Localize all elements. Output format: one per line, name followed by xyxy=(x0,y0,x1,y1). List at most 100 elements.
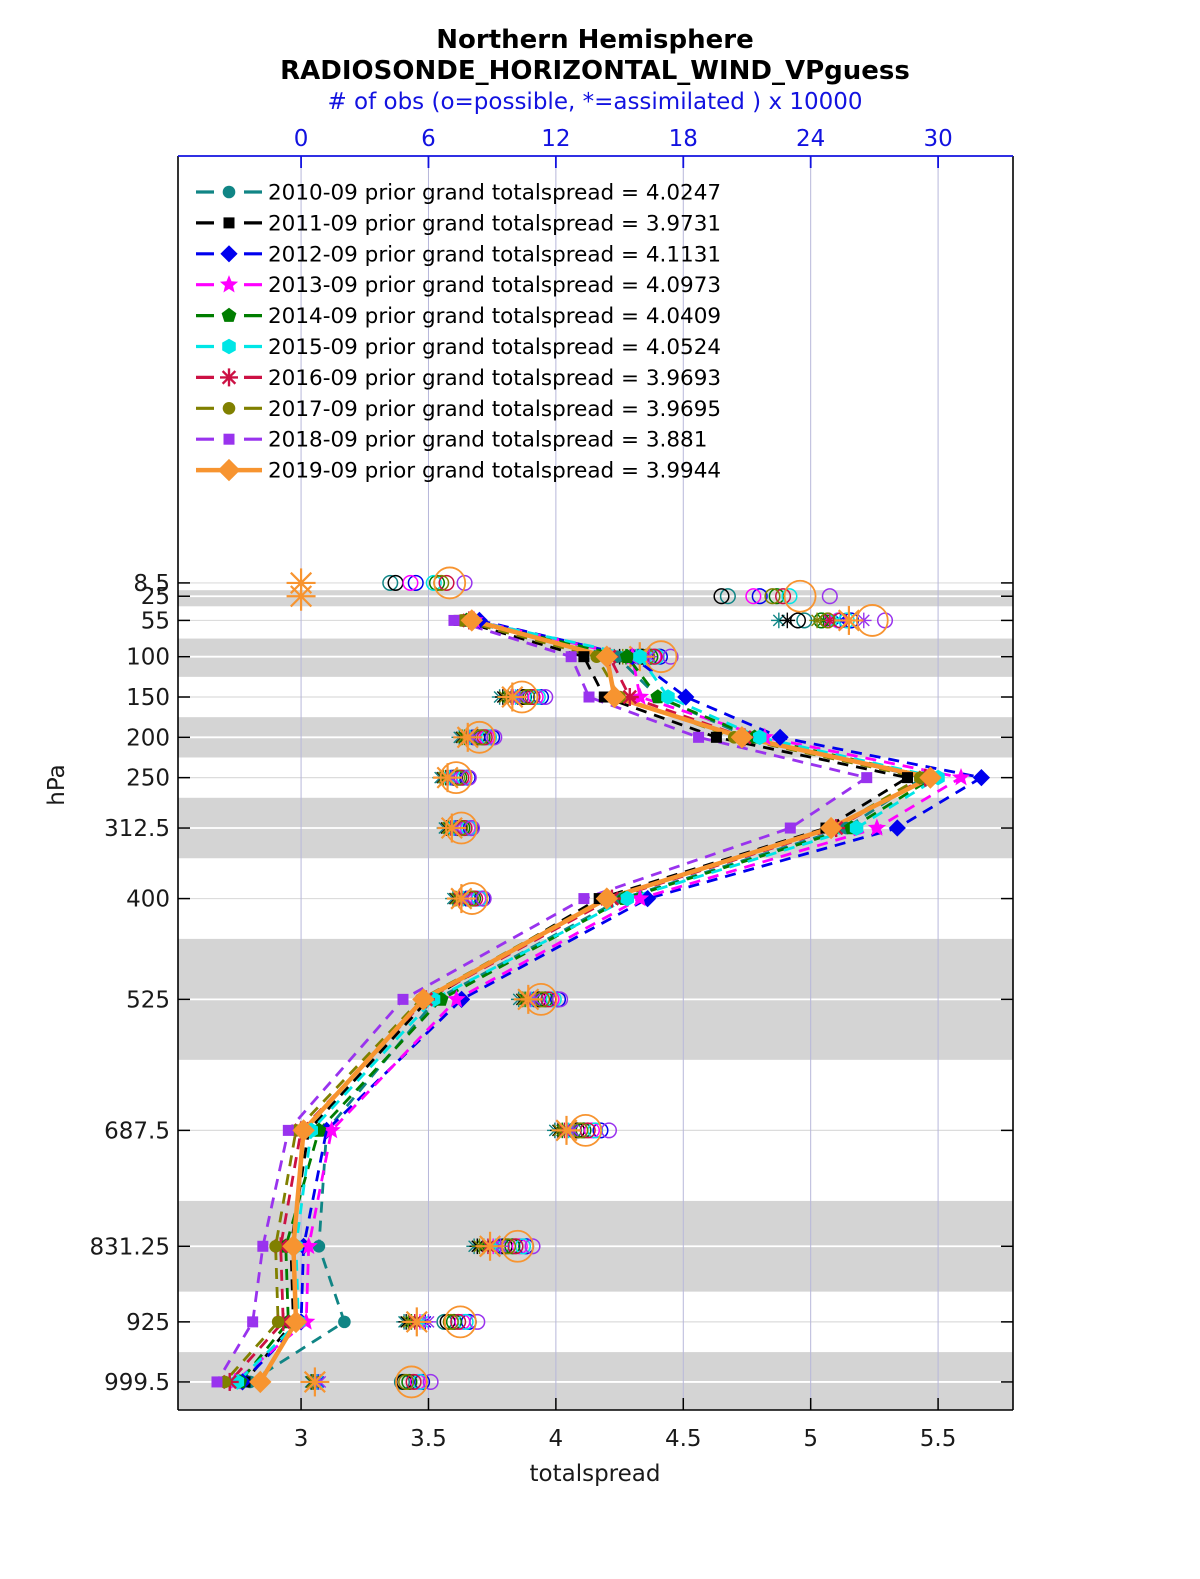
obs-possible-circle-2013-09 xyxy=(402,574,419,591)
obs-assimilated-asterisk-2019-09-arm xyxy=(517,988,540,1011)
series-marker-2018-09 xyxy=(247,1316,259,1328)
y-tick-label: 999.5 xyxy=(104,1370,170,1396)
obs-assimilated-asterisk-2019-09 xyxy=(437,813,467,843)
legend-entry-2012-09: 2012-09 prior grand totalspread = 4.1131 xyxy=(196,242,721,267)
obs-tick-label: 18 xyxy=(669,126,698,152)
legend-entry-2015-09: 2015-09 prior grand totalspread = 4.0524 xyxy=(196,335,721,360)
obs-assimilated-asterisk-2019-09 xyxy=(453,722,483,752)
obs-possible-circle-2018-09 xyxy=(469,1313,486,1330)
x-tick-label: 5 xyxy=(803,1426,818,1452)
legend-label-2013-09: 2013-09 prior grand totalspread = 4.0973 xyxy=(268,273,721,298)
series-marker-2016-09-arm xyxy=(622,689,637,705)
obs-possible-circle-2017-09 xyxy=(398,1373,415,1390)
obs-possible-circle-2012-09 xyxy=(407,574,424,591)
series-marker-2015-09 xyxy=(620,890,634,907)
obs-possible-circle-2018-09 xyxy=(821,588,838,605)
obs-assimilated-asterisk-2019-09 xyxy=(551,1115,581,1145)
obs-possible-circle-2018-09 xyxy=(662,648,679,665)
obs-assimilated-asterisk-2019-09-arm xyxy=(303,1370,326,1393)
obs-assimilated-asterisk-2017-09 xyxy=(809,612,825,629)
series-marker-2017-09 xyxy=(269,1239,282,1253)
series-marker-2019-09 xyxy=(730,726,754,749)
obs-possible-circle-2011-09 xyxy=(713,588,730,605)
vertical-gridlines xyxy=(300,156,939,1410)
series-marker-2012-09 xyxy=(888,819,906,837)
series-marker-2018-09 xyxy=(861,772,873,784)
y-tick-label: 400 xyxy=(126,887,170,913)
series-marker-2019-09 xyxy=(412,988,435,1011)
obs-assimilated-asterisk-2019-09 xyxy=(300,1367,330,1397)
legend-label-2018-09: 2018-09 prior grand totalspread = 3.881 xyxy=(268,428,707,453)
obs-axis-title: # of obs (o=possible, *=assimilated ) x … xyxy=(327,89,862,115)
obs-assimilated-asterisk-2019-09 xyxy=(475,1231,505,1261)
series-marker-2018-09 xyxy=(211,1376,223,1388)
obs-tick-label: 0 xyxy=(294,126,309,152)
obs-possible-circle-2010-09 xyxy=(719,588,736,605)
obs-possible-circle-2019-09 xyxy=(433,566,467,600)
series-lines xyxy=(215,618,986,1384)
obs-possible-circle-2013-09 xyxy=(745,588,762,605)
legend-label-2014-09: 2014-09 prior grand totalspread = 4.0409 xyxy=(268,304,721,329)
y-tick-label: 8.5 xyxy=(133,571,170,597)
series-marker-2019-09 xyxy=(595,645,618,668)
obs-possible-circle-2017-09 xyxy=(442,1313,459,1330)
series-marker-2011-09 xyxy=(710,731,722,743)
series-marker-2015-09 xyxy=(849,820,864,836)
series-marker-2019-09 xyxy=(460,609,483,632)
obs-possible-circle-2018-09 xyxy=(475,890,492,907)
x-tick-label: 5.5 xyxy=(920,1426,957,1452)
obs-assimilated-asterisk-2011-09 xyxy=(779,612,796,629)
chart-legend: 2010-09 prior grand totalspread = 4.0247… xyxy=(196,181,721,484)
legend-label-2016-09: 2016-09 prior grand totalspread = 3.9693 xyxy=(268,366,721,391)
x-tick-label: 4 xyxy=(549,1426,564,1452)
obs-tick-label: 24 xyxy=(796,126,825,152)
series-markers xyxy=(211,609,990,1394)
series-marker-2018-09 xyxy=(565,651,577,663)
x-tick-label: 3.5 xyxy=(410,1426,447,1452)
x-tick-label: 3 xyxy=(294,1426,309,1452)
series-marker-2013-09 xyxy=(299,1236,318,1255)
y-tick-label: 200 xyxy=(126,725,170,751)
obs-possible-circle-2018-09 xyxy=(422,1373,439,1390)
series-marker-2011-09 xyxy=(578,651,590,663)
obs-possible-circle-2019-09 xyxy=(443,1305,477,1339)
obs-assimilated-asterisk-2019-09 xyxy=(402,1307,432,1337)
y-tick-label: 925 xyxy=(126,1310,170,1336)
obs-assimilated-asterisk-2019-09-arm xyxy=(405,1310,428,1333)
series-line-2018-09 xyxy=(215,619,871,1383)
obs-assimilated-asterisk-2019-09-arm xyxy=(479,1235,502,1258)
series-marker-2019-09 xyxy=(819,816,843,840)
legend-label-2015-09: 2015-09 prior grand totalspread = 4.0524 xyxy=(268,335,721,360)
series-marker-2015-09 xyxy=(661,689,675,705)
obs-assimilated-asterisk-2017-09-arm xyxy=(811,614,824,627)
series-marker-2018-09 xyxy=(282,1124,294,1136)
legend-marker-2013-09 xyxy=(219,275,239,293)
x-tick-label: 4.5 xyxy=(665,1426,702,1452)
y-tick-label: 687.5 xyxy=(104,1118,170,1144)
legend-label-2019-09: 2019-09 prior grand totalspread = 3.9944 xyxy=(268,459,721,484)
y-tick-label: 25 xyxy=(141,584,170,610)
obs-assimilated-asterisk-2019-09-arm xyxy=(501,685,524,709)
obs-possible-circle-2012-09 xyxy=(592,1122,609,1139)
series-marker-2017-09 xyxy=(271,1315,285,1329)
pressure-layer-band xyxy=(178,590,1013,607)
obs-assimilated-asterisk-2019-09 xyxy=(286,581,316,611)
chart-title-line1: Northern Hemisphere xyxy=(436,25,753,55)
obs-assimilated-asterisk-2019-09-arm xyxy=(456,726,479,749)
legend-marker-2018-09 xyxy=(223,433,235,445)
axis-ticks xyxy=(178,156,1013,1410)
obs-assimilated-asterisk-2019-09-arm xyxy=(450,887,473,910)
legend-marker-2017-09 xyxy=(222,402,236,415)
series-marker-2019-09 xyxy=(249,1370,272,1394)
obs-possible-circle-2016-09 xyxy=(450,1313,467,1330)
series-marker-2010-09 xyxy=(338,1315,351,1329)
legend-marker-2016-09 xyxy=(220,368,238,387)
series-marker-2012-09 xyxy=(972,769,990,787)
obs-possible-circle-2015-09 xyxy=(425,574,442,591)
obs-possible-circle-2015-09 xyxy=(529,688,546,706)
series-marker-2018-09 xyxy=(693,731,705,743)
series-marker-2013-09 xyxy=(630,687,650,705)
series-marker-2019-09 xyxy=(282,1235,305,1258)
